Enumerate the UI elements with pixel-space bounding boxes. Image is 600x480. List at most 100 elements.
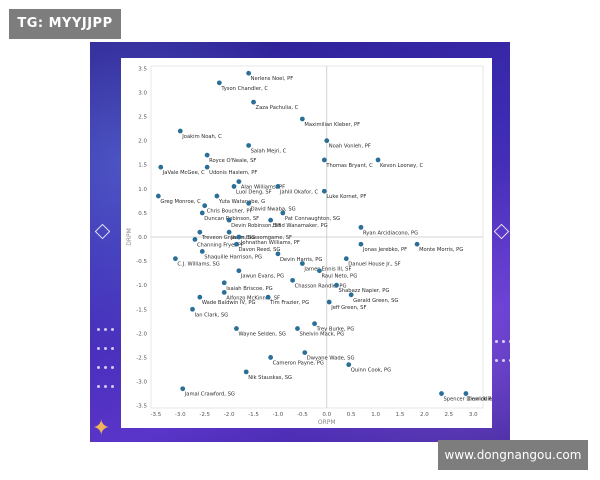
data-point [236, 234, 242, 240]
point-label: James Ennis III, SF [303, 266, 351, 272]
point-label: David Nwaba, SG [251, 206, 296, 212]
data-point [375, 157, 381, 163]
y-tick-label: 1.5 [138, 163, 147, 169]
y-tick-label: -1.0 [136, 283, 147, 289]
data-point [346, 362, 352, 368]
data-point [317, 268, 322, 274]
data-point [214, 193, 220, 199]
x-axis-title: ORPM [318, 419, 336, 426]
x-tick-label: -2.0 [224, 412, 235, 418]
x-tick-label: 2.0 [420, 412, 429, 418]
points-layer: Nerlens Noel, PF Tyson Chandler, C Zaza Pa… [155, 70, 492, 403]
data-point [246, 200, 252, 206]
data-point [334, 282, 339, 288]
x-tick-label: -2.5 [199, 412, 210, 418]
watermark-banner: www.dongnangou.com [438, 440, 588, 470]
point-label: Derrick Rose, PG [468, 397, 492, 403]
y-tick-label: -2.0 [136, 331, 147, 337]
point-label: Zaza Pachulia, C [256, 105, 299, 111]
point-label: C.J. Williams, SG [177, 262, 219, 268]
point-label: Quinn Cook, PG [351, 368, 391, 374]
point-label: Nerlens Noel, PF [251, 76, 294, 82]
dots-pattern-icon [95, 318, 119, 394]
y-tick-label: -1.5 [136, 307, 147, 313]
point-label: Alfonzo McKinnie, SF [226, 295, 280, 301]
point-label: Duncan Robinson, SF [204, 216, 259, 222]
data-point [221, 280, 227, 286]
data-point [290, 277, 295, 283]
data-point [234, 326, 239, 331]
point-label: Wade Baldwin IV, PG [202, 300, 256, 306]
point-label: Isaiah Briscoe, PG [226, 286, 272, 292]
scatter-chart: -3.5 -3.0 -2.5 -2.0 -1.5 -1.0 -0.5 0.0 0.5 1.0 1.5… [126, 65, 492, 426]
data-point [414, 241, 420, 247]
point-label: Jawun Evans, PG [240, 274, 284, 280]
point-label: Maximilian Kleber, PF [304, 122, 360, 128]
data-point [234, 241, 239, 247]
data-point [180, 386, 186, 392]
point-label: Chasson Randle, PG [295, 283, 347, 289]
y-tick-label: 0.5 [138, 211, 147, 217]
point-label: Salah Mejri, C [251, 148, 287, 154]
y-tick-label: 1.0 [138, 187, 147, 193]
y-tick-label: -2.5 [136, 355, 147, 361]
x-tick-label: 0.0 [322, 412, 331, 418]
data-point [280, 210, 286, 216]
point-label: Luke Kornet, PF [326, 194, 366, 200]
point-label: Jahlil Okafor, C [279, 189, 319, 195]
data-point [251, 99, 256, 105]
point-label: Davon Reed, SG [238, 247, 280, 253]
data-point [326, 299, 332, 305]
data-point [302, 350, 308, 356]
point-label: Jamal Crawford, SG [184, 392, 235, 398]
point-label: Gerald Green, SG [353, 298, 398, 304]
y-tick-label: 3.5 [138, 66, 147, 72]
point-label: Channing Frye, PF [197, 242, 244, 248]
sparkle-icon: ✦ [92, 416, 111, 441]
point-label: Devin Robinson, SF [231, 223, 281, 229]
point-label: Kevon Looney, C [380, 163, 424, 169]
data-point [246, 143, 252, 148]
data-point [321, 188, 327, 194]
point-label: Tim Frazier, PG [269, 300, 309, 306]
data-point [226, 229, 232, 235]
data-point [236, 179, 242, 185]
point-label: Pat Connaughton, SG [285, 216, 340, 222]
point-label: Johnathan Williams, PF [240, 240, 300, 246]
point-label: Alan Williams, PF [241, 185, 285, 191]
data-point [226, 217, 232, 223]
data-point [197, 294, 203, 300]
x-tick-label: -3.0 [175, 412, 186, 418]
data-point [265, 294, 271, 300]
x-tick-label: 2.5 [444, 412, 453, 418]
data-point [312, 321, 317, 327]
x-tick-label: 1.5 [396, 412, 405, 418]
y-tick-label: 2.0 [138, 139, 147, 145]
y-tick-label: 2.5 [138, 115, 147, 121]
data-point [204, 164, 210, 170]
data-point [299, 261, 305, 266]
point-label: Yuta Watanabe, G [218, 199, 265, 205]
data-point [343, 256, 349, 262]
data-point [199, 210, 205, 216]
point-label: Thomas Bryant, C [325, 163, 373, 169]
data-point [463, 391, 469, 396]
data-point [202, 203, 208, 209]
point-label: Cameron Payne, PG [273, 360, 324, 366]
data-point [299, 116, 305, 122]
data-point [204, 152, 210, 158]
data-point [221, 289, 227, 295]
point-label: Nik Stauskas, SG [248, 375, 292, 381]
point-label: Udonis Haslem, PF [209, 170, 257, 176]
point-label: Jaron Blossomgame, SF [230, 235, 292, 241]
point-label: Treveon Graham, SG [201, 235, 255, 241]
dots-pattern-icon [493, 330, 517, 368]
point-label: Shelvin Mack, PG [299, 332, 344, 338]
data-point [358, 224, 364, 230]
chart-panel: -3.5 -3.0 -2.5 -2.0 -1.5 -1.0 -0.5 0.0 0.5 1.0 1.5… [121, 58, 492, 428]
channel-tag: TG: MYYJJPP [9, 9, 121, 39]
point-label: Noah Vonleh, PF [329, 144, 371, 150]
x-tick-label: -1.0 [273, 412, 284, 418]
point-label: Monte Morris, PG [419, 247, 463, 253]
point-label: Tyson Chandler, C [220, 86, 268, 92]
